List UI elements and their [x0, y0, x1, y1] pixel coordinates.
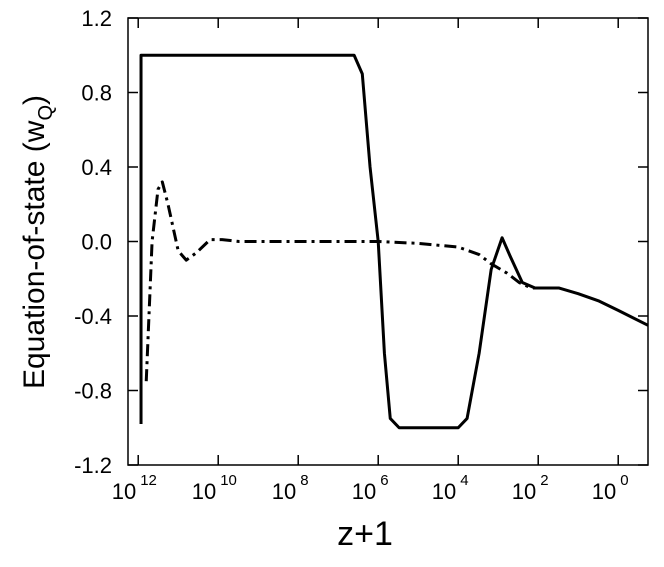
x-tick-exponent: 10	[220, 472, 237, 489]
x-tick-exponent: 12	[140, 472, 157, 489]
x-axis-label: z+1	[337, 515, 393, 553]
x-tick-exponent: 8	[300, 472, 308, 489]
x-tick-label: 10	[512, 479, 536, 504]
x-tick-base: 10	[432, 479, 456, 504]
x-tick-label: 10	[352, 479, 376, 504]
x-tick-base: 10	[352, 479, 376, 504]
x-tick-base: 10	[592, 479, 616, 504]
y-tick-label: -1.2	[74, 453, 112, 478]
x-tick-exponent: 4	[460, 472, 468, 489]
x-tick-label: 10	[272, 479, 296, 504]
y-tick-label: 0.4	[81, 155, 112, 180]
x-tick-base: 10	[112, 479, 136, 504]
series-line	[144, 180, 539, 382]
y-tick-label: -0.8	[74, 379, 112, 404]
x-tick-exponent: 0	[620, 472, 628, 489]
y-axis-label-sub: Q	[35, 105, 57, 121]
x-tick-label: 10	[432, 479, 456, 504]
x-tick-base: 10	[512, 479, 536, 504]
y-tick-label: 1.2	[81, 6, 112, 31]
y-axis-label-end: )	[18, 95, 51, 105]
x-tick-exponent: 2	[540, 472, 548, 489]
x-tick-base: 10	[192, 479, 216, 504]
series-line	[139, 53, 649, 430]
y-tick-label: 0.0	[81, 230, 112, 255]
x-tick-label: 10	[592, 479, 616, 504]
x-tick-label: 10	[112, 479, 136, 504]
y-axis-label-text: Equation-of-state (w	[18, 120, 51, 389]
y-tick-label: 0.8	[81, 81, 112, 106]
y-tick-label: -0.4	[74, 304, 112, 329]
y-axis-label: Equation-of-state (wQ)	[18, 95, 57, 389]
x-tick-label: 10	[192, 479, 216, 504]
x-tick-base: 10	[272, 479, 296, 504]
x-tick-exponent: 6	[380, 472, 388, 489]
